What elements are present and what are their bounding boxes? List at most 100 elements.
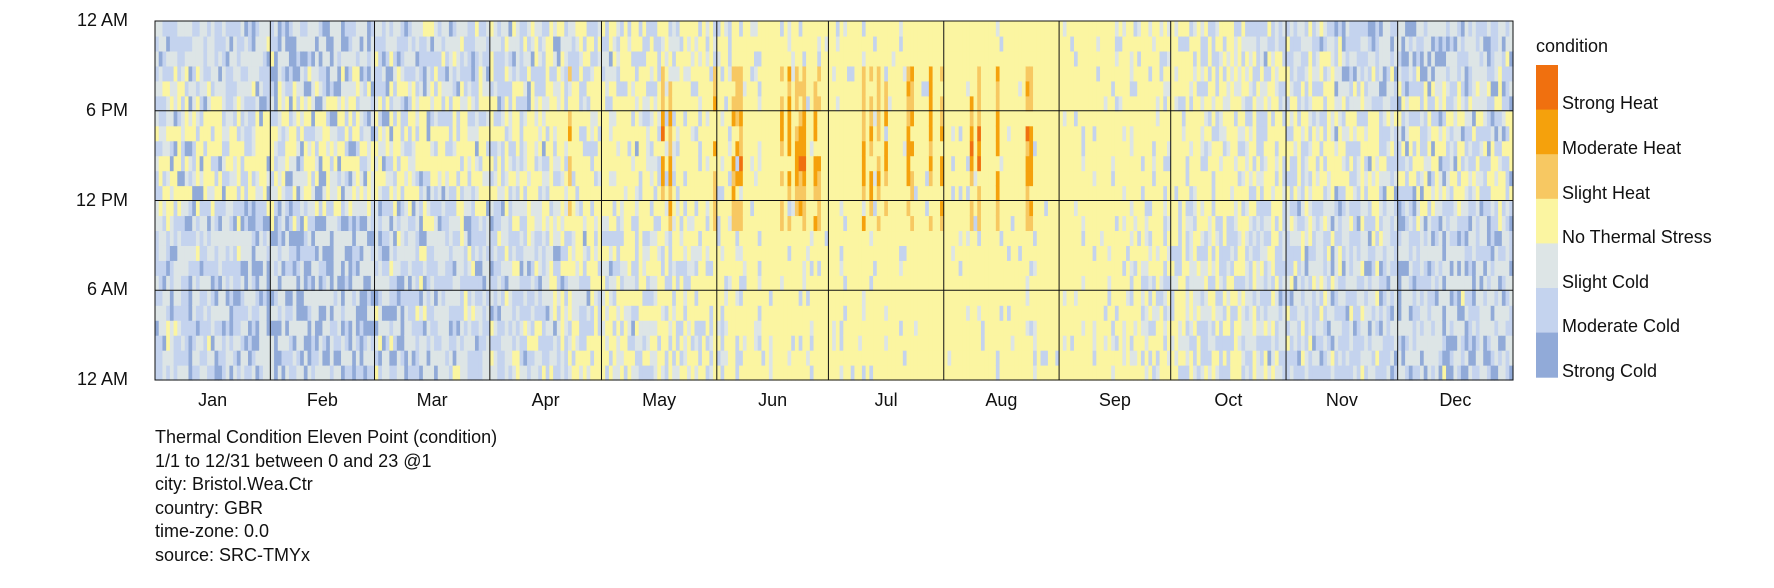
heatmap-cell <box>448 320 454 336</box>
heatmap-cell <box>341 305 346 321</box>
heatmap-cell <box>426 35 431 52</box>
heatmap-cell <box>824 305 830 321</box>
heatmap-cell <box>731 125 736 142</box>
heatmap-cell <box>374 260 379 276</box>
heatmap-cell <box>501 335 506 351</box>
heatmap-cell <box>292 230 297 246</box>
heatmap-cell <box>780 215 785 232</box>
heatmap-cell <box>363 275 368 291</box>
heatmap-cell <box>508 365 513 381</box>
heatmap-cell <box>579 275 584 291</box>
heatmap-cell <box>199 35 204 52</box>
heatmap-cell <box>553 215 558 232</box>
heatmap-cell <box>757 260 763 276</box>
heatmap-cell <box>735 185 740 202</box>
heatmap-cell <box>582 320 588 336</box>
heatmap-cell <box>891 200 896 217</box>
heatmap-cell <box>835 350 841 366</box>
heatmap-cell <box>389 185 394 202</box>
heatmap-cell <box>210 170 216 187</box>
heatmap-cell <box>861 110 867 127</box>
heatmap-cell <box>861 21 867 37</box>
heatmap-cell <box>768 200 774 217</box>
heatmap-cell <box>884 290 889 306</box>
heatmap-cell <box>620 305 625 321</box>
heatmap-cell <box>188 230 193 246</box>
heatmap-cell <box>687 21 692 37</box>
heatmap-cell <box>303 50 309 67</box>
heatmap-cell <box>809 290 815 306</box>
heatmap-cell <box>720 170 725 187</box>
heatmap-cell <box>716 230 722 246</box>
heatmap-cell <box>456 125 461 142</box>
heatmap-cell <box>307 95 312 112</box>
heatmap-cell <box>534 245 539 261</box>
heatmap-cell <box>236 21 242 37</box>
heatmap-cell <box>917 80 923 97</box>
heatmap-cell <box>393 305 398 321</box>
heatmap-cell <box>460 95 465 112</box>
heatmap-cell <box>155 185 160 202</box>
heatmap-cell <box>556 170 562 187</box>
heatmap-cell <box>422 170 428 187</box>
heatmap-cell <box>716 215 722 232</box>
heatmap-cell <box>515 170 521 187</box>
heatmap-cell <box>493 320 498 336</box>
heatmap-cell <box>233 80 238 97</box>
heatmap-cell <box>300 125 305 142</box>
heatmap-cell <box>486 320 491 336</box>
heatmap-cell <box>768 21 774 37</box>
heatmap-cell <box>761 80 766 97</box>
heatmap-cell <box>344 155 350 172</box>
heatmap-cell <box>634 50 640 67</box>
heatmap-cell <box>817 275 822 291</box>
heatmap-cell <box>218 290 223 306</box>
heatmap-cell <box>739 200 744 217</box>
heatmap-cell <box>434 50 439 67</box>
heatmap-cell <box>292 65 297 82</box>
heatmap-cell <box>709 140 714 157</box>
heatmap-cell <box>504 305 510 321</box>
heatmap-cell <box>530 305 536 321</box>
heatmap-cell <box>497 80 502 97</box>
heatmap-cell <box>374 215 379 232</box>
heatmap-cell <box>675 365 681 381</box>
heatmap-cell <box>564 320 569 336</box>
heatmap-cell <box>761 350 766 366</box>
heatmap-cell <box>530 230 536 246</box>
heatmap-cell <box>616 21 621 37</box>
heatmap-cell <box>441 140 446 157</box>
heatmap-cell <box>277 170 283 187</box>
heatmap-cell <box>579 320 584 336</box>
heatmap-cell <box>296 230 301 246</box>
heatmap-cell <box>806 275 811 291</box>
heatmap-cell <box>754 260 759 276</box>
heatmap-cell <box>422 275 428 291</box>
heatmap-cell <box>660 50 666 67</box>
heatmap-cell <box>754 170 759 187</box>
heatmap-cell <box>705 110 710 127</box>
heatmap-cell <box>445 21 450 37</box>
heatmap-cell <box>873 275 878 291</box>
heatmap-cell <box>668 50 673 67</box>
heatmap-cell <box>664 275 670 291</box>
heatmap-cell <box>415 350 420 366</box>
heatmap-cell <box>571 35 577 52</box>
heatmap-cell <box>586 245 591 261</box>
heatmap-cell <box>437 170 443 187</box>
heatmap-cell <box>806 320 811 336</box>
heatmap-cell <box>177 230 182 246</box>
heatmap-cell <box>545 50 550 67</box>
heatmap-cell <box>233 275 238 291</box>
heatmap-cell <box>359 365 364 381</box>
heatmap-cell <box>352 275 357 291</box>
heatmap-cell <box>813 215 818 232</box>
heatmap-cell <box>839 170 844 187</box>
heatmap-cell <box>270 185 275 202</box>
heatmap-cell <box>806 21 811 37</box>
heatmap-cell <box>530 155 536 172</box>
heatmap-cell <box>642 110 647 127</box>
heatmap-cell <box>367 290 372 306</box>
heatmap-cell <box>422 290 428 306</box>
heatmap-cell <box>303 290 309 306</box>
